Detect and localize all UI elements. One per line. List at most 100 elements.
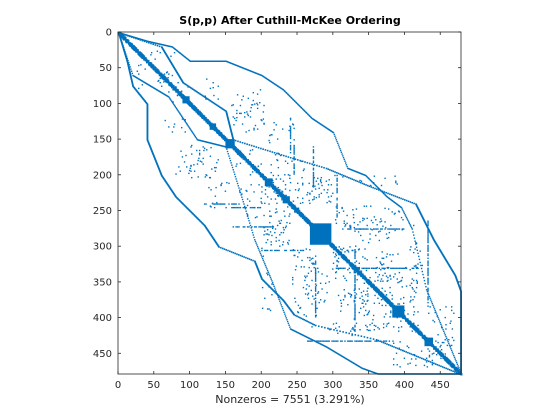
- nonzero-mark: [311, 190, 313, 192]
- nonzero-mark: [445, 356, 447, 359]
- nonzero-mark: [242, 158, 244, 160]
- nonzero-mark: [327, 184, 330, 186]
- nonzero-mark: [291, 206, 293, 208]
- nonzero-mark: [452, 363, 454, 365]
- nonzero-mark: [352, 268, 355, 270]
- nonzero-mark: [196, 109, 198, 111]
- nonzero-mark: [251, 104, 254, 106]
- nonzero-mark: [289, 117, 292, 120]
- nonzero-mark: [370, 267, 373, 270]
- nonzero-mark: [252, 259, 254, 262]
- nonzero-mark: [269, 134, 271, 137]
- nonzero-mark: [128, 61, 130, 64]
- nonzero-mark: [345, 257, 348, 260]
- nonzero-mark: [203, 114, 205, 117]
- nonzero-mark: [165, 77, 167, 80]
- nonzero-mark: [153, 87, 155, 89]
- nonzero-mark: [246, 113, 249, 115]
- nonzero-mark: [375, 185, 378, 187]
- nonzero-mark: [327, 128, 330, 131]
- nonzero-mark: [194, 89, 196, 92]
- nonzero-mark: [246, 215, 249, 217]
- nonzero-mark: [316, 121, 318, 123]
- nonzero-mark: [187, 86, 189, 88]
- nonzero-mark: [189, 101, 192, 104]
- nonzero-mark: [197, 139, 199, 141]
- nonzero-mark: [343, 259, 345, 261]
- nonzero-mark: [363, 276, 366, 278]
- nonzero-mark: [363, 205, 366, 207]
- nonzero-mark: [292, 99, 295, 101]
- nonzero-mark: [371, 322, 373, 324]
- nonzero-mark: [398, 348, 400, 350]
- nonzero-mark: [307, 292, 310, 295]
- nonzero-mark: [156, 71, 159, 74]
- nonzero-mark: [130, 35, 133, 38]
- nonzero-mark: [381, 292, 383, 295]
- nonzero-mark: [357, 269, 360, 271]
- nonzero-mark: [368, 284, 371, 286]
- nonzero-mark: [203, 60, 205, 62]
- nonzero-mark: [267, 271, 270, 274]
- nonzero-mark: [328, 129, 330, 131]
- nonzero-mark: [389, 198, 391, 200]
- nonzero-mark: [444, 359, 446, 362]
- nonzero-mark: [360, 307, 362, 309]
- nonzero-mark: [299, 211, 302, 214]
- nonzero-mark: [390, 278, 392, 280]
- nonzero-mark: [333, 247, 335, 250]
- nonzero-mark: [371, 181, 373, 183]
- nonzero-mark: [453, 312, 455, 314]
- nonzero-mark: [280, 191, 282, 194]
- nonzero-mark: [212, 101, 215, 104]
- nonzero-mark: [259, 171, 262, 174]
- nonzero-mark: [385, 191, 387, 194]
- nonzero-mark: [158, 45, 161, 48]
- nonzero-mark: [256, 216, 258, 218]
- nonzero-mark: [225, 249, 228, 251]
- nonzero-mark: [288, 94, 290, 97]
- nonzero-mark: [420, 264, 422, 267]
- nonzero-mark: [314, 185, 316, 187]
- nonzero-mark: [320, 343, 323, 346]
- nonzero-mark: [420, 267, 423, 270]
- nonzero-mark: [225, 206, 227, 209]
- nonzero-mark: [231, 166, 234, 169]
- nonzero-mark: [193, 164, 195, 166]
- nonzero-mark: [170, 81, 172, 84]
- nonzero-mark: [302, 216, 304, 218]
- nonzero-mark: [256, 171, 259, 174]
- nonzero-mark: [313, 298, 315, 300]
- nonzero-mark: [276, 187, 278, 190]
- nonzero-mark: [324, 345, 327, 348]
- nonzero-mark: [218, 134, 220, 136]
- nonzero-mark: [122, 37, 124, 40]
- nonzero-mark: [388, 299, 391, 302]
- nonzero-mark: [191, 103, 193, 105]
- nonzero-mark: [150, 85, 152, 87]
- nonzero-mark: [326, 191, 328, 194]
- nonzero-mark: [241, 141, 244, 144]
- nonzero-mark: [359, 172, 361, 174]
- nonzero-mark: [195, 106, 197, 109]
- nonzero-mark: [328, 281, 330, 283]
- nonzero-mark: [430, 301, 433, 303]
- nonzero-mark: [300, 266, 302, 268]
- nonzero-mark: [380, 220, 383, 222]
- nonzero-mark: [369, 329, 371, 332]
- nonzero-mark: [392, 340, 394, 342]
- nonzero-mark: [367, 369, 369, 372]
- nonzero-mark: [410, 225, 412, 227]
- nonzero-mark: [222, 145, 224, 147]
- nonzero-mark: [380, 280, 382, 282]
- nonzero-mark: [371, 286, 373, 289]
- nonzero-mark: [257, 165, 260, 167]
- nonzero-mark: [295, 101, 297, 104]
- nonzero-mark: [355, 363, 357, 366]
- nonzero-mark: [297, 311, 299, 313]
- nonzero-mark: [218, 106, 221, 108]
- nonzero-mark: [349, 177, 352, 180]
- nonzero-mark: [262, 259, 265, 262]
- nonzero-mark: [140, 56, 143, 58]
- nonzero-mark: [211, 168, 213, 170]
